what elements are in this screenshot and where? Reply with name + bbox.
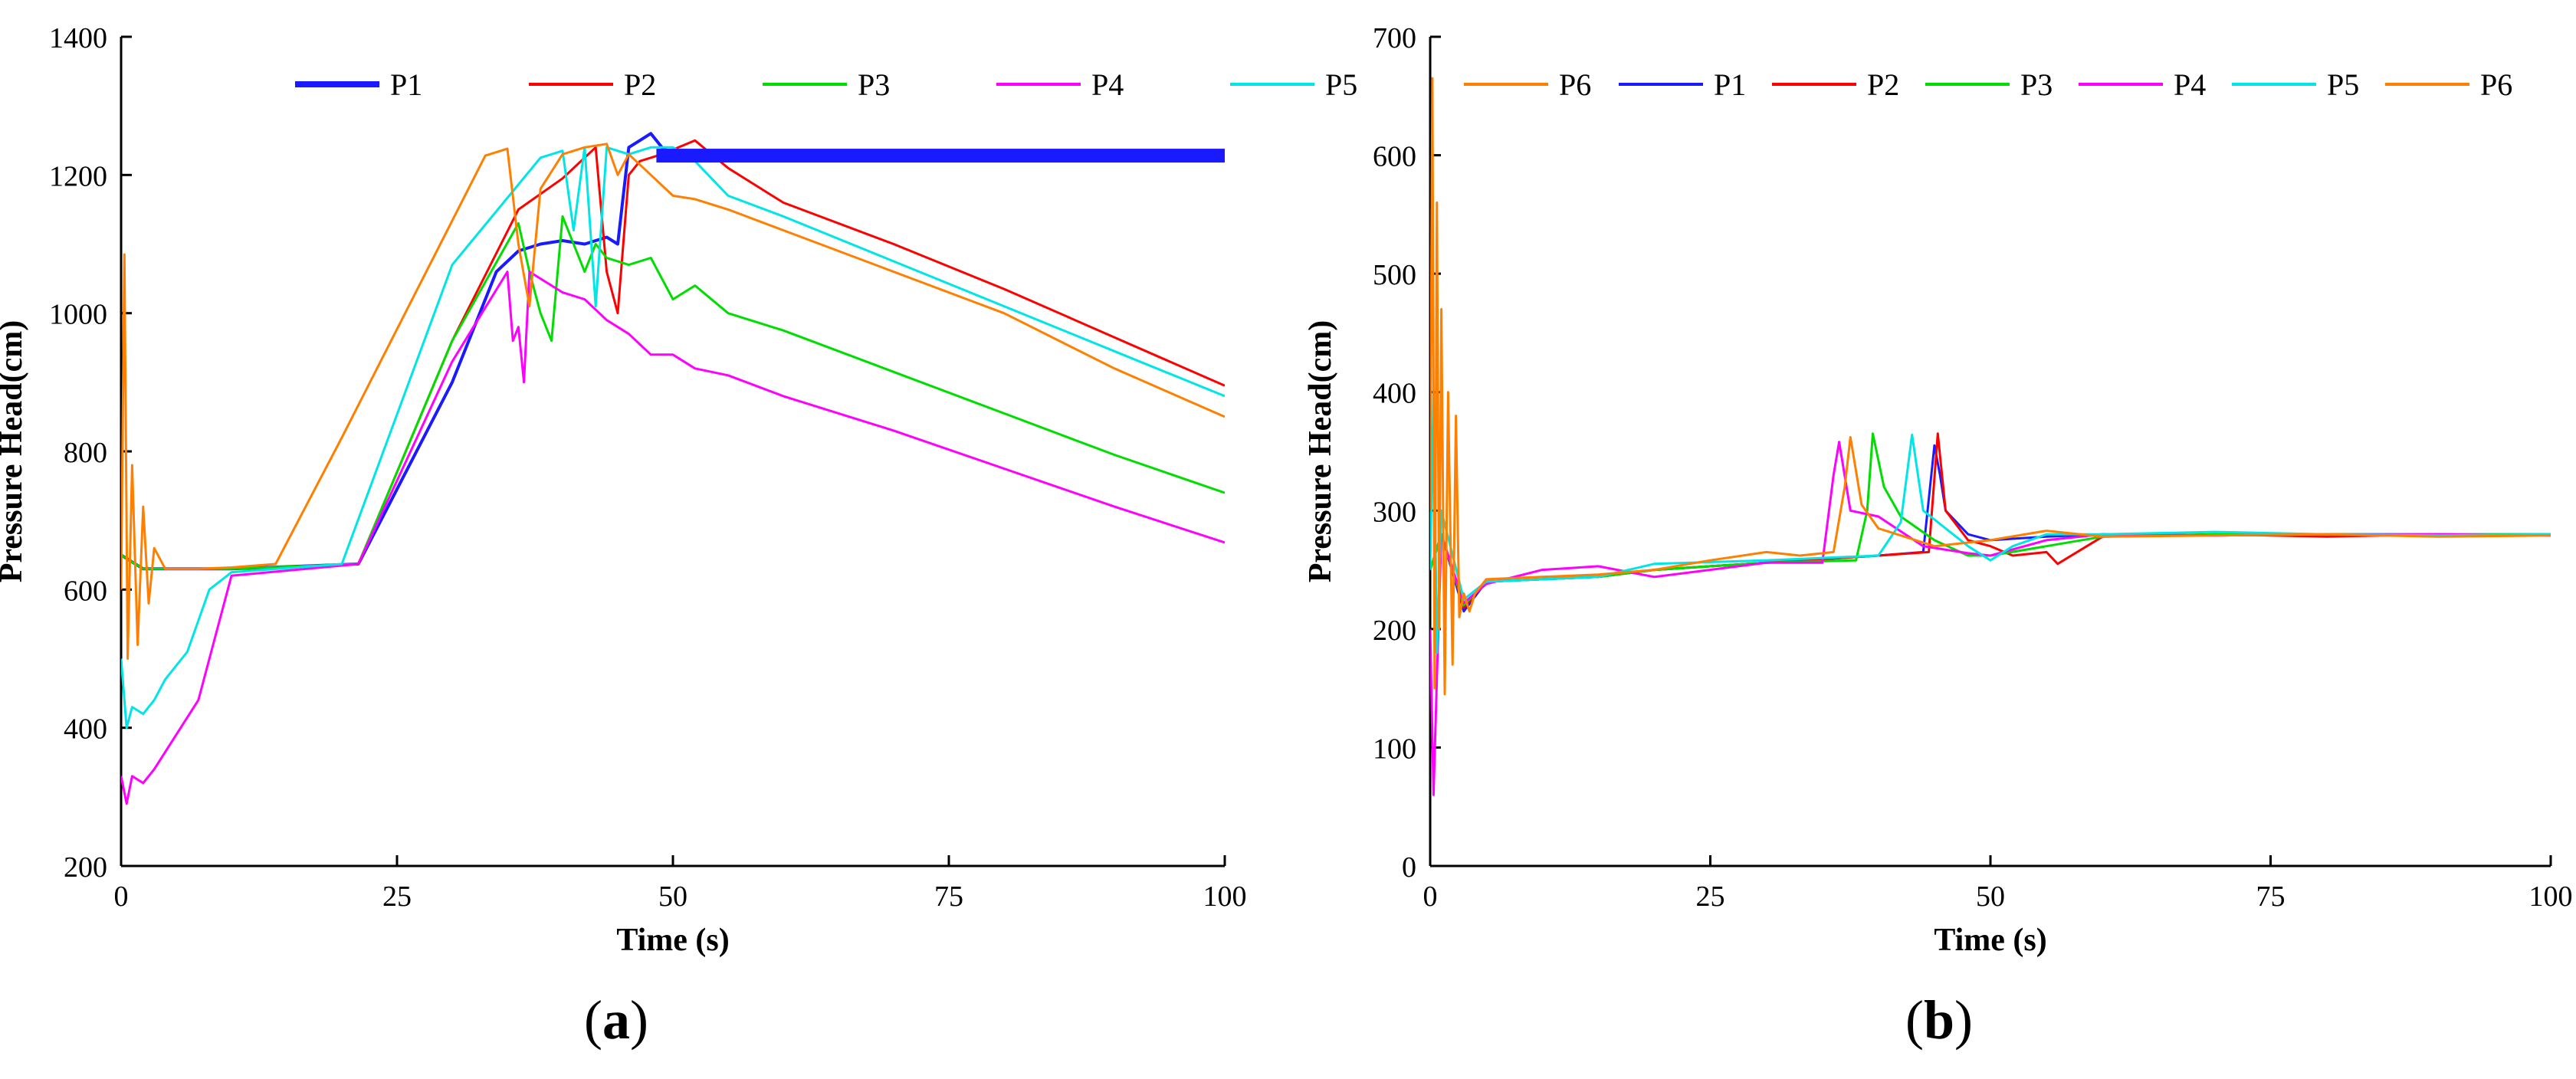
x-tick-label: 75 — [2256, 881, 2286, 913]
x-axis-label: Time (s) — [616, 923, 729, 958]
y-tick-label: 400 — [64, 713, 107, 746]
series-group — [121, 132, 1225, 805]
y-tick-label: 600 — [1373, 141, 1416, 173]
chart-panel-b: 0 100 200 300 400 500 600 700 0 25 50 75 100 Time (s)… — [1303, 22, 2573, 958]
panel-label-b: (b) — [1905, 989, 1974, 1051]
y-tick-label: 700 — [1373, 22, 1416, 54]
y-axis-label: Pressure Head(cm) — [0, 320, 29, 583]
series-line-p5 — [121, 146, 1225, 730]
y-tick-label: 500 — [1373, 259, 1416, 291]
x-tick-label: 100 — [1203, 881, 1247, 913]
series-line-p2 — [1430, 432, 2551, 609]
y-axis-label: Pressure Head(cm) — [1303, 320, 1338, 583]
y-tick-label: 1000 — [49, 299, 107, 331]
x-tick-label: 25 — [382, 881, 412, 913]
series-line-p4 — [121, 271, 1225, 805]
series-group — [1430, 77, 2551, 796]
series-line-p3 — [1430, 432, 2551, 607]
series-band-p1 — [656, 149, 1225, 163]
series-line-p1 — [121, 132, 1225, 571]
series-line-p5 — [1430, 391, 2551, 654]
x-axis-label: Time (s) — [1934, 923, 2046, 958]
y-tick-label: 300 — [1373, 496, 1416, 528]
x-tick-label: 75 — [934, 881, 963, 913]
x-tick-label: 50 — [658, 881, 687, 913]
legend-label-p5: P5 — [1325, 67, 1357, 102]
y-tick-label: 800 — [64, 437, 107, 469]
legend-label-p1: P1 — [1714, 67, 1746, 102]
series-line-p6 — [1430, 77, 2551, 696]
series-line-p6 — [121, 143, 1225, 660]
y-tick-label: 100 — [1373, 733, 1416, 765]
y-tick-label: 0 — [1402, 851, 1416, 884]
legend-label-p2: P2 — [1867, 67, 1899, 102]
panel-label-a-letter: a — [602, 989, 630, 1051]
legend-label-p2: P2 — [624, 67, 656, 102]
series-line-p3 — [121, 215, 1225, 570]
panel-label-a: (a) — [584, 989, 648, 1051]
x-tick-label: 25 — [1696, 881, 1725, 913]
y-tick-label: 1200 — [49, 160, 107, 192]
legend-label-p4: P4 — [1091, 67, 1124, 102]
y-tick-label: 400 — [1373, 378, 1416, 410]
legend-label-p4: P4 — [2174, 67, 2206, 102]
legend-label-p6: P6 — [1559, 67, 1591, 102]
legend-label-p6: P6 — [2480, 67, 2512, 102]
x-tick-label: 0 — [1423, 881, 1438, 913]
y-tick-label: 1400 — [49, 22, 107, 54]
legend-label-p3: P3 — [2020, 67, 2053, 102]
x-tick-label: 100 — [2529, 881, 2573, 913]
x-tick-label: 50 — [1976, 881, 2005, 913]
y-tick-label: 200 — [64, 851, 107, 884]
x-tick-label: 0 — [114, 881, 129, 913]
y-tick-label: 600 — [64, 575, 107, 607]
series-line-p4 — [1430, 441, 2551, 796]
legend-label-p5: P5 — [2327, 67, 2359, 102]
y-tick-label: 200 — [1373, 615, 1416, 647]
series-line-p1 — [1430, 444, 2551, 613]
legend-label-p3: P3 — [858, 67, 890, 102]
legend-label-p1: P1 — [390, 67, 422, 102]
panel-label-b-letter: b — [1923, 989, 1955, 1051]
